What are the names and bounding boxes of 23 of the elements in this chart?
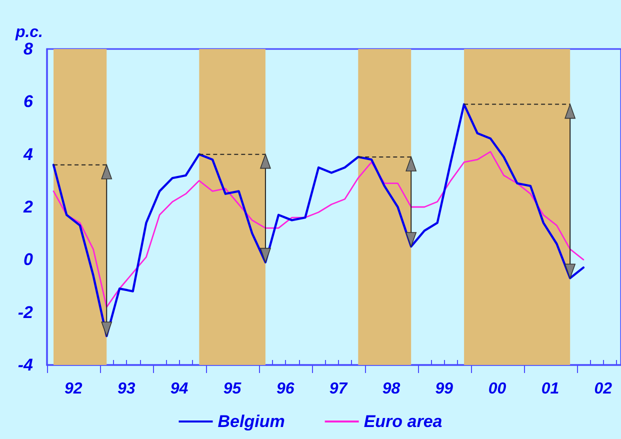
- y-tick-label: 6: [24, 92, 34, 112]
- x-tick-label: 93: [117, 380, 136, 398]
- y-tick-label: 4: [22, 144, 34, 164]
- x-tick-label: 98: [382, 380, 400, 398]
- x-tick-label: 99: [435, 380, 454, 398]
- x-tick-label: 95: [223, 380, 242, 398]
- x-tick-label: 96: [276, 380, 294, 398]
- y-tick-label: -4: [18, 356, 34, 374]
- line-series: [52, 151, 584, 308]
- y-tick-label: 8: [24, 40, 34, 58]
- x-tick-label: 92: [64, 380, 82, 398]
- legend-label: Euro area: [364, 412, 442, 431]
- y-axis-title: p.c.: [14, 24, 43, 42]
- x-tick-label: 01: [541, 380, 560, 398]
- y-tick-label: -2: [18, 302, 34, 322]
- legend-label: Belgium: [218, 412, 285, 431]
- x-tick-label: 02: [594, 380, 612, 398]
- x-tick-label: 00: [488, 380, 506, 398]
- line-series: [52, 103, 585, 338]
- y-tick-label: 0: [24, 250, 34, 270]
- x-tick-label: 94: [170, 380, 188, 398]
- y-tick-label: 2: [22, 198, 34, 216]
- x-tick-label: 97: [329, 380, 348, 398]
